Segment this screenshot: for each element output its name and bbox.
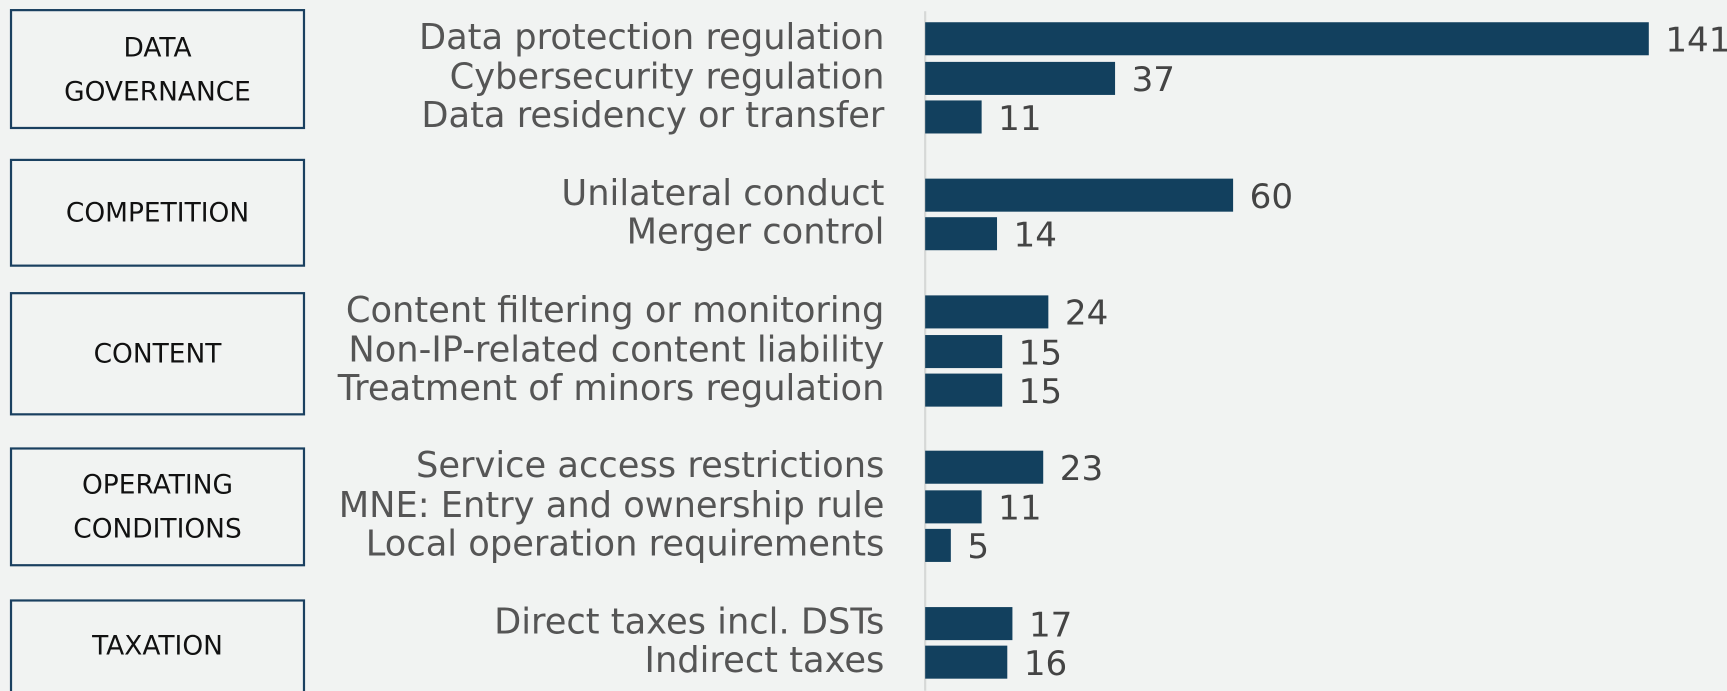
bar (925, 22, 1649, 56)
group-label-box: TAXATION (11, 600, 304, 690)
value-label: 16 (1024, 644, 1067, 684)
category-label: Local operation requirements (366, 523, 885, 564)
group-label-box: OPERATING CONDITIONS (11, 448, 304, 565)
category-label: Service access restrictions (416, 445, 884, 486)
category-label: Data protection regulation (419, 17, 884, 58)
value-label: 24 (1065, 294, 1108, 334)
group-box (9, 9, 306, 130)
category-label: Content filtering or monitoring (346, 290, 885, 331)
value-label: 17 (1029, 605, 1072, 645)
group-label: OPERATING CONDITIONS (73, 469, 242, 545)
group-label-wrap: COMPETITION (11, 160, 304, 266)
value-label: 5 (967, 527, 989, 567)
value-label: 141 (1665, 21, 1727, 61)
category-label: Unilateral conduct (561, 173, 884, 214)
group-label-wrap: TAXATION (11, 600, 304, 690)
category-label: Non-IP-related content liability (348, 330, 884, 371)
group-label: DATA GOVERNANCE (64, 31, 251, 107)
group-label: CONTENT (93, 338, 222, 370)
bar (925, 217, 998, 251)
bar (925, 295, 1049, 329)
bar (925, 100, 982, 134)
group-label-box: CONTENT (11, 293, 304, 414)
group-box (9, 599, 306, 691)
category-label: MNE: Entry and ownership rule (339, 485, 885, 526)
bar (925, 373, 1003, 407)
bar (925, 645, 1008, 679)
bar (925, 61, 1116, 95)
group-label-wrap: CONTENT (11, 293, 304, 414)
bar (925, 178, 1234, 212)
category-label: Cybersecurity regulation (450, 56, 885, 97)
bar (925, 335, 1003, 369)
category-label: Merger control (627, 212, 885, 253)
category-label: Direct taxes incl. DSTs (494, 602, 884, 643)
category-label: Data residency or transfer (421, 95, 885, 136)
bar (925, 528, 951, 562)
bar (925, 490, 982, 524)
value-label: 23 (1060, 449, 1103, 489)
value-label: 15 (1019, 372, 1062, 412)
value-label: 15 (1019, 333, 1062, 373)
value-label: 14 (1014, 216, 1057, 256)
value-label: 11 (998, 489, 1041, 529)
bar (925, 607, 1013, 641)
category-label: Indirect taxes (645, 640, 885, 681)
bar (925, 450, 1044, 484)
category-label: Treatment of minors regulation (337, 368, 885, 409)
value-label: 60 (1250, 177, 1293, 217)
group-label: TAXATION (92, 630, 223, 662)
value-label: 37 (1132, 60, 1175, 100)
group-box (9, 292, 306, 416)
group-label-box: COMPETITION (11, 160, 304, 266)
value-label: 11 (998, 99, 1041, 139)
group-box (9, 158, 306, 267)
group-label-box: DATA GOVERNANCE (11, 10, 304, 128)
group-label-wrap: DATA GOVERNANCE (11, 10, 304, 128)
group-label-wrap: OPERATING CONDITIONS (11, 448, 304, 565)
group-box (9, 447, 306, 567)
group-label: COMPETITION (65, 197, 250, 229)
